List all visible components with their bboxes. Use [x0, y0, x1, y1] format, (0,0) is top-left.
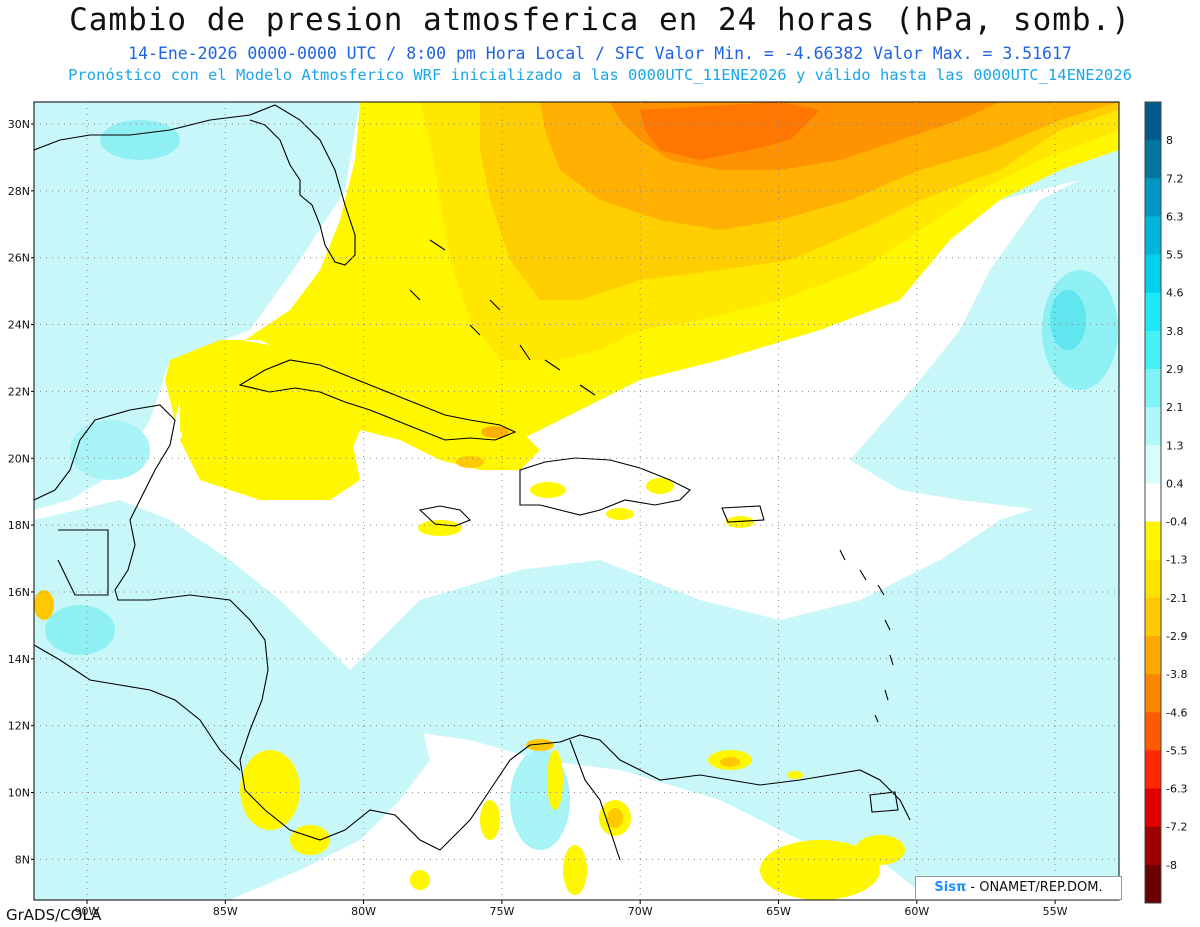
lon-label: 70W: [628, 905, 653, 918]
lon-label: 75W: [489, 905, 514, 918]
cyan-blob-atlantic-2: [1050, 290, 1086, 350]
colorbar-label: 6.3: [1166, 210, 1184, 223]
lat-label: 12N: [8, 720, 30, 733]
lat-label: 16N: [8, 586, 30, 599]
cyan-blob-florida: [100, 120, 180, 160]
colorbar-label: -2.9: [1166, 630, 1187, 643]
lon-label: 60W: [904, 905, 929, 918]
orange-blob-jamaica: [456, 456, 484, 468]
colorbar-swatch: [1145, 636, 1161, 675]
lat-label: 28N: [8, 185, 30, 198]
colorbar-label: 5.5: [1166, 249, 1184, 262]
lat-label: 14N: [8, 653, 30, 666]
colorbar-swatch: [1145, 254, 1161, 294]
colorbar-swatch: [1145, 521, 1161, 561]
colorbar-swatch: [1145, 445, 1161, 484]
lat-label: 18N: [8, 519, 30, 532]
colorbar-swatch: [1145, 178, 1161, 217]
colorbar-swatch: [1145, 102, 1161, 141]
colorbar-label: -1.3: [1166, 554, 1187, 567]
colorbar-swatch: [1145, 330, 1161, 370]
organization-credit: Sisπ - ONAMET/REP.DOM.: [915, 876, 1122, 900]
colorbar-swatch: [1145, 369, 1161, 408]
colorbar-label: -3.8: [1166, 668, 1187, 681]
lat-label: 20N: [8, 452, 30, 465]
colorbar-swatch: [1145, 559, 1161, 599]
graticule: 30N 28N 26N 24N 22N 20N 18N 16N 14N 12N 10N 8N 90W 85…: [8, 102, 1119, 918]
subtitle-run-info: 14-Ene-2026 0000-0000 UTC / 8:00 pm Hora…: [128, 44, 1072, 63]
colorbar-swatch: [1145, 483, 1161, 523]
colorbar-swatch: [1145, 750, 1161, 790]
lat-label: 30N: [8, 118, 30, 131]
colorbar-label: -6.3: [1166, 783, 1187, 796]
lat-label: 10N: [8, 787, 30, 800]
cyan-region-southern-caribbean: [330, 480, 1119, 900]
colorbar-swatch: [1145, 597, 1161, 637]
yellow-region-cuba: [180, 340, 540, 500]
colorbar-label: -0.4: [1166, 516, 1187, 529]
orange-blob-haiti: [481, 426, 509, 438]
colorbar-swatch: [1145, 407, 1161, 446]
colorbar-swatch: [1145, 864, 1161, 904]
colorbar-label: 2.1: [1166, 401, 1184, 414]
cyan-region-gulf-west: [34, 102, 360, 510]
colorbar-swatch: [1145, 826, 1161, 866]
subtitle-model-info: Pronóstico con el Modelo Atmosferico WRF…: [68, 66, 1132, 84]
colorbar-label: 4.6: [1166, 287, 1184, 300]
colorbar-label: 1.3: [1166, 439, 1184, 452]
colorbar-label: -7.2: [1166, 821, 1187, 834]
lon-label: 85W: [213, 905, 238, 918]
lat-label: 22N: [8, 385, 30, 398]
cyan-blob-gulf: [70, 420, 150, 480]
colorbar-swatch: [1145, 216, 1161, 256]
colorbar-swatch: [1145, 292, 1161, 332]
colorbar-swatch: [1145, 140, 1161, 179]
coastlines: [34, 104, 911, 861]
colorbar-label: -8: [1166, 859, 1177, 872]
cyan-blob-honduras: [45, 605, 115, 655]
colorbar-label: 8: [1166, 134, 1173, 147]
lat-label: 26N: [8, 252, 30, 265]
lat-label: 8N: [15, 853, 30, 866]
lon-label: 90W: [75, 905, 100, 918]
lon-label: 65W: [766, 905, 791, 918]
colorbar-label: 3.8: [1166, 325, 1184, 338]
lon-label: 55W: [1043, 905, 1068, 918]
colorbar-label: 7.2: [1166, 172, 1184, 185]
colorbar-legend: 8 7.2 6.3 5.5 4.6 3.8 2.9 2.1 1.3 0.4 -0.4 -1.3 -2.1…: [1144, 101, 1187, 904]
colorbar-swatch: [1145, 788, 1161, 828]
pressure-change-field: [34, 102, 1119, 900]
colorbar-label: -5.5: [1166, 744, 1187, 757]
lat-label: 24N: [8, 319, 30, 332]
colorbar-swatch: [1145, 674, 1161, 713]
map-title: Cambio de presion atmosferica en 24 hora…: [69, 2, 1131, 38]
colorbar-swatch: [1145, 712, 1161, 751]
map-frame: [33, 101, 1120, 901]
software-credit: GrADS/COLA: [6, 906, 102, 924]
colorbar-label: 2.9: [1166, 363, 1184, 376]
sispi-logo: Sisπ: [934, 880, 967, 895]
colorbar-label: 0.4: [1166, 477, 1184, 490]
colorbar-label: -2.1: [1166, 592, 1187, 605]
cyan-region-atlantic-east: [850, 160, 1119, 510]
colorbar-label: -4.6: [1166, 706, 1187, 719]
orange-region-3: [640, 102, 820, 160]
credit-text: - ONAMET/REP.DOM.: [966, 880, 1103, 895]
lon-label: 80W: [351, 905, 376, 918]
